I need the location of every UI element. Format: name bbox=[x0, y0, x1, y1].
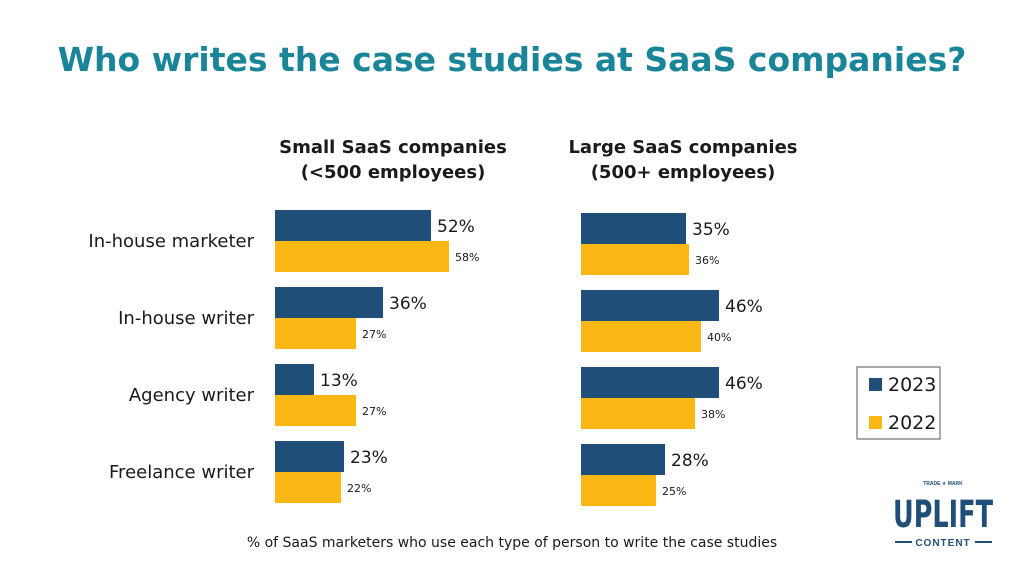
legend-swatch-2022 bbox=[869, 416, 882, 429]
panel-title-large-line2: (500+ employees) bbox=[591, 162, 776, 183]
uplift-logo: TRADE ★ MARK UPLIFT CONTENT bbox=[893, 481, 994, 549]
data-label: 35% bbox=[692, 220, 730, 240]
data-label: 46% bbox=[725, 374, 763, 394]
logo-subtitle: CONTENT bbox=[915, 538, 970, 549]
bar bbox=[275, 318, 356, 349]
legend: 2023 2022 bbox=[856, 366, 941, 440]
footnote: % of SaaS marketers who use each type of… bbox=[247, 535, 777, 551]
bar bbox=[275, 472, 341, 503]
category-labels: In-house marketer In-house writer Agency w… bbox=[88, 231, 254, 483]
category-label: Agency writer bbox=[129, 385, 255, 406]
bar bbox=[581, 290, 719, 321]
data-label: 13% bbox=[320, 371, 358, 391]
logo-trademark: TRADE ★ MARK bbox=[923, 481, 963, 487]
bar bbox=[275, 241, 449, 272]
data-label: 25% bbox=[662, 485, 686, 498]
legend-swatch-2023 bbox=[869, 378, 882, 391]
bar bbox=[275, 210, 431, 241]
bar bbox=[581, 444, 665, 475]
data-label: 22% bbox=[347, 482, 371, 495]
logo-name: UPLIFT bbox=[893, 493, 994, 536]
data-label: 40% bbox=[707, 331, 731, 344]
bars-group: 52% 36% 13% 23% 58% 27% 27% 22% 35% 46% 46% 28% 36% 4… bbox=[275, 210, 763, 506]
bar bbox=[275, 441, 344, 472]
bar bbox=[581, 367, 719, 398]
bar bbox=[581, 213, 686, 244]
legend-label-2022: 2022 bbox=[888, 412, 936, 434]
data-label: 36% bbox=[695, 254, 719, 267]
data-label: 46% bbox=[725, 297, 763, 317]
bar bbox=[581, 244, 689, 275]
bar bbox=[581, 321, 701, 352]
data-label: 27% bbox=[362, 328, 386, 341]
data-label: 58% bbox=[455, 251, 479, 264]
data-label: 28% bbox=[671, 451, 709, 471]
data-label: 23% bbox=[350, 448, 388, 468]
panel-title-small-line2: (<500 employees) bbox=[301, 162, 486, 183]
data-label: 38% bbox=[701, 408, 725, 421]
bar bbox=[275, 287, 383, 318]
chart-title: Who writes the case studies at SaaS comp… bbox=[58, 40, 967, 79]
category-label: In-house marketer bbox=[88, 231, 254, 252]
bar bbox=[275, 395, 356, 426]
panel-title-large-line1: Large SaaS companies bbox=[568, 137, 797, 158]
legend-label-2023: 2023 bbox=[888, 374, 936, 396]
panel-title-small-line1: Small SaaS companies bbox=[279, 137, 507, 158]
bar bbox=[275, 364, 314, 395]
data-label: 52% bbox=[437, 217, 475, 237]
category-label: In-house writer bbox=[118, 308, 254, 329]
bar bbox=[581, 398, 695, 429]
category-label: Freelance writer bbox=[109, 462, 255, 483]
data-label: 27% bbox=[362, 405, 386, 418]
data-label: 36% bbox=[389, 294, 427, 314]
bar bbox=[581, 475, 656, 506]
